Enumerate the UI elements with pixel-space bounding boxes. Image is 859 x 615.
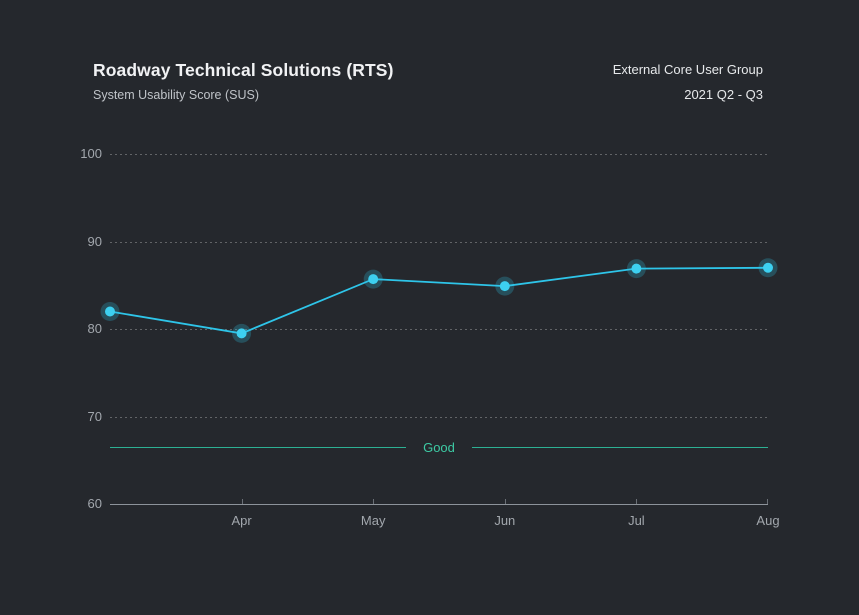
- x-tick-label-Apr: Apr: [231, 513, 252, 528]
- sus-series-line: [100, 258, 778, 343]
- y-tick-label-60: 60: [87, 496, 102, 511]
- y-tick-label-70: 70: [87, 408, 102, 424]
- data-point-2-value-85.7[interactable]: [368, 274, 379, 285]
- x-tick-Jul: [636, 499, 638, 504]
- threshold-label: Good: [423, 439, 455, 455]
- data-point-4-value-86.9[interactable]: [631, 263, 642, 274]
- x-tick-May: [373, 499, 375, 504]
- page-subtitle: System Usability Score (SUS): [93, 88, 260, 102]
- user-group-label: External Core User Group: [612, 62, 763, 77]
- x-tick-label-Jul: Jul: [628, 513, 645, 528]
- x-tick-label-Aug: Aug: [756, 513, 780, 528]
- gridline-90: [110, 241, 768, 243]
- sus-line-chart: 60 70 80 90 100 Apr May Jun Jul Aug Good: [80, 146, 779, 528]
- x-tick-Jun: [504, 499, 506, 504]
- x-tick-label-Jun: Jun: [494, 513, 516, 528]
- gridline-100: [110, 154, 768, 155]
- x-tick-Aug: [767, 499, 768, 504]
- series-polyline: [109, 266, 769, 335]
- chart-meta: External Core User Group 2021 Q2 - Q3: [613, 62, 763, 102]
- x-tick-label-May: May: [360, 513, 386, 528]
- chart-header: Roadway Technical Solutions (RTS) System…: [93, 60, 394, 102]
- y-tick-label-80: 80: [87, 321, 102, 336]
- data-point-0-value-82[interactable]: [105, 306, 115, 317]
- y-tick-label-90: 90: [87, 233, 102, 249]
- data-point-1-value-79.5[interactable]: [236, 328, 247, 339]
- threshold-line-right: [471, 446, 768, 448]
- x-axis-baseline: [110, 504, 768, 505]
- data-point-5-value-87[interactable]: [763, 262, 773, 273]
- threshold-row: Good: [110, 437, 768, 457]
- y-tick-label-100: 100: [80, 146, 102, 161]
- gridline-80: [110, 329, 768, 330]
- period-label: 2021 Q2 - Q3: [684, 87, 763, 102]
- gridline-70: [110, 416, 768, 418]
- x-tick-Apr: [241, 499, 243, 504]
- threshold-line-left: [110, 446, 407, 448]
- data-point-3-value-84.9[interactable]: [499, 281, 510, 292]
- page-title: Roadway Technical Solutions (RTS): [93, 60, 394, 80]
